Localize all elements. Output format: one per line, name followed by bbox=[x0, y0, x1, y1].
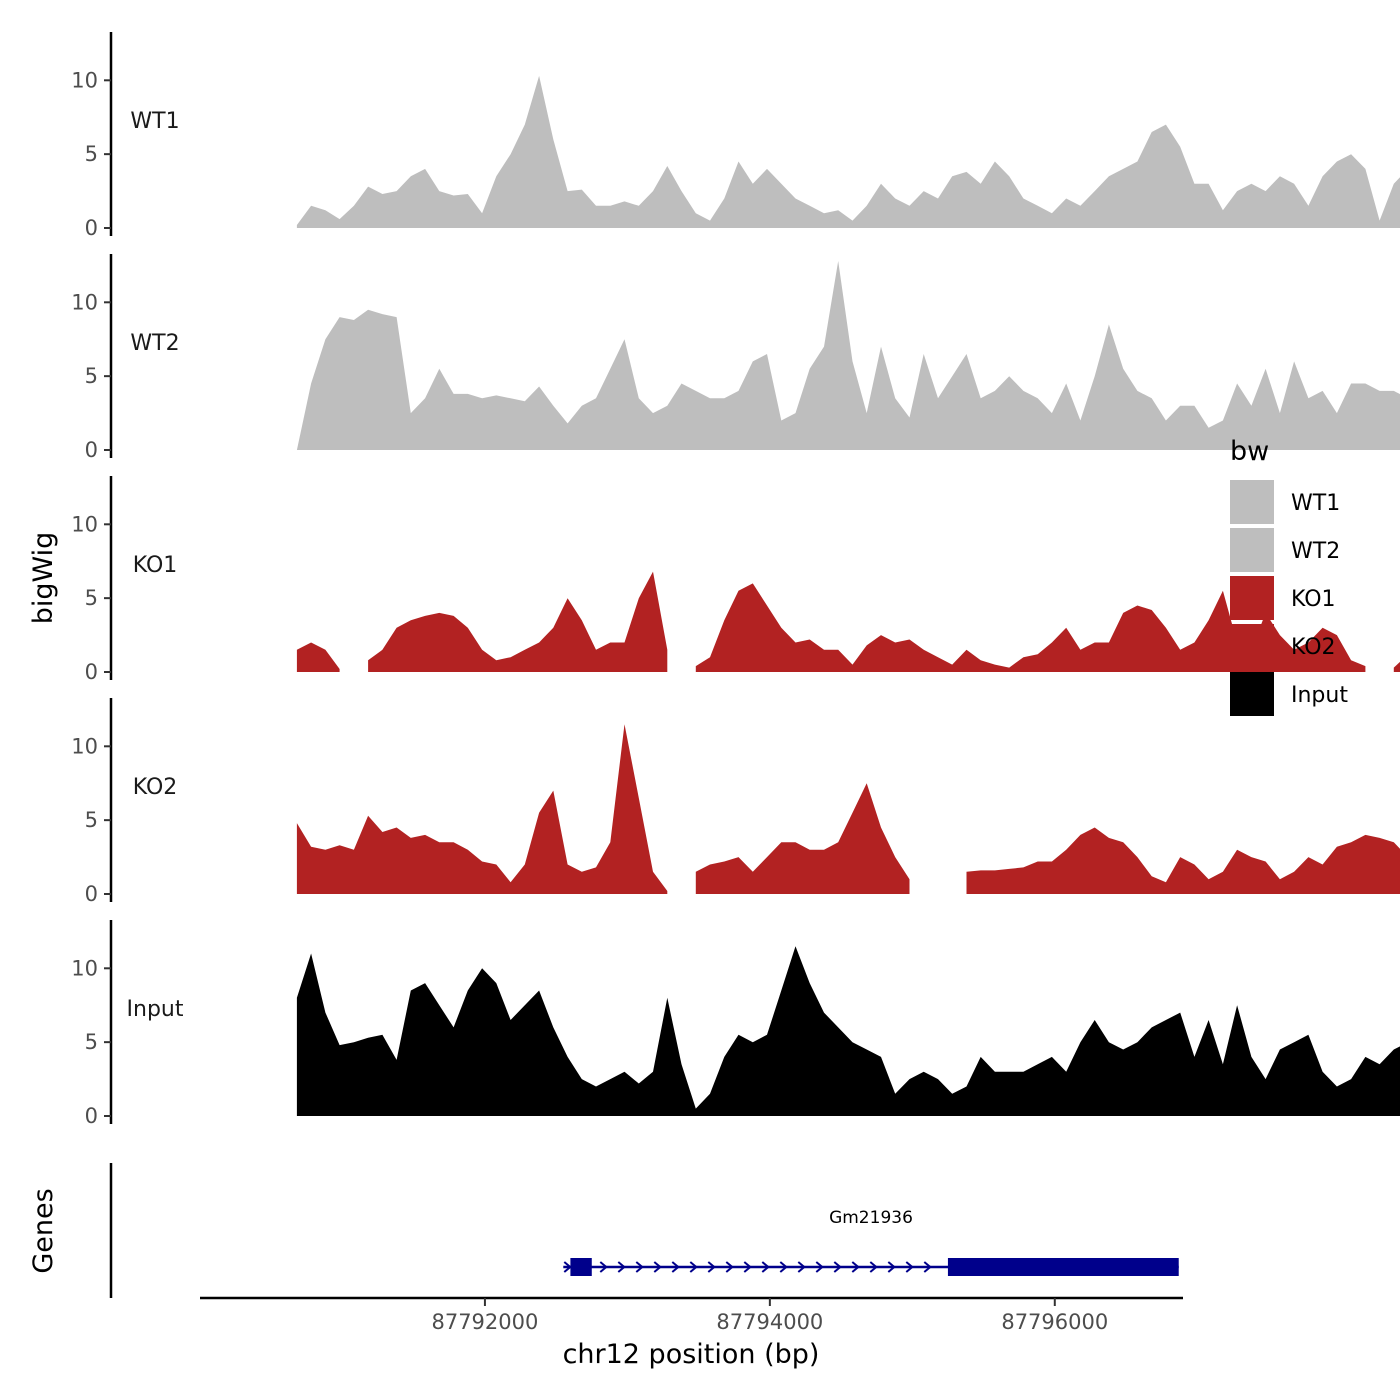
gene-track-title: Genes bbox=[28, 1188, 59, 1273]
y-tick-label: 10 bbox=[71, 956, 98, 980]
area-wt1 bbox=[296, 75, 1400, 228]
y-tick-label: 10 bbox=[71, 512, 98, 536]
strand-arrow bbox=[617, 1261, 626, 1273]
legend-label: KO2 bbox=[1291, 635, 1336, 660]
legend-item-wt2: WT2 bbox=[1230, 528, 1340, 572]
y-tick-label: 5 bbox=[85, 364, 98, 388]
gene-name-label: Gm21936 bbox=[829, 1208, 913, 1228]
x-tick-label: 87792000 bbox=[431, 1310, 538, 1334]
area-ko1 bbox=[296, 642, 340, 672]
y-tick-label: 0 bbox=[85, 660, 98, 684]
strand-arrow bbox=[725, 1261, 734, 1273]
strand-arrow bbox=[743, 1261, 752, 1273]
track-label: WT1 bbox=[130, 109, 179, 134]
strand-arrow bbox=[707, 1261, 716, 1273]
area-ko2 bbox=[695, 783, 910, 894]
x-tick-label: 87796000 bbox=[1001, 1310, 1108, 1334]
legend-swatch bbox=[1230, 576, 1274, 620]
gene-exon bbox=[570, 1258, 592, 1276]
legend-swatch bbox=[1230, 480, 1274, 524]
y-tick-label: 10 bbox=[71, 290, 98, 314]
strand-arrow bbox=[815, 1261, 824, 1273]
y-tick-label: 5 bbox=[85, 1030, 98, 1054]
legend-label: Input bbox=[1291, 683, 1348, 708]
y-tick-label: 5 bbox=[85, 142, 98, 166]
legend-item-input: Input bbox=[1230, 672, 1348, 716]
y-tick-label: 0 bbox=[85, 882, 98, 906]
x-axis-title: chr12 position (bp) bbox=[563, 1339, 820, 1370]
strand-arrow bbox=[905, 1261, 914, 1273]
legend-title: bw bbox=[1230, 436, 1269, 467]
area-ko2 bbox=[966, 827, 1400, 894]
strand-arrow bbox=[599, 1261, 608, 1273]
legend: bw WT1 WT2 KO1 KO2 Input bbox=[1230, 436, 1348, 716]
strand-arrow bbox=[671, 1261, 680, 1273]
area-input bbox=[296, 946, 1400, 1116]
legend-swatch bbox=[1230, 528, 1274, 572]
strand-arrow bbox=[797, 1261, 806, 1273]
strand-arrow bbox=[869, 1261, 878, 1273]
strand-arrow bbox=[779, 1261, 788, 1273]
track-label: KO2 bbox=[133, 775, 178, 800]
strand-arrow bbox=[923, 1261, 932, 1273]
y-tick-label: 5 bbox=[85, 586, 98, 610]
area-ko1 bbox=[1393, 661, 1400, 672]
track-wt1: 0 5 10 WT1 bbox=[71, 32, 1400, 240]
strand-arrow bbox=[851, 1261, 860, 1273]
x-axis: 87792000 87794000 87796000 chr12 position … bbox=[200, 1296, 1183, 1370]
track-label: KO1 bbox=[133, 553, 178, 578]
area-ko2 bbox=[296, 724, 668, 894]
strand-arrow bbox=[635, 1261, 644, 1273]
track-ko1: 0 5 10 KO1 bbox=[71, 476, 1400, 684]
area-wt2 bbox=[296, 261, 1400, 450]
strand-arrow bbox=[563, 1261, 572, 1273]
legend-swatch bbox=[1230, 624, 1274, 668]
legend-label: WT1 bbox=[1291, 491, 1340, 516]
y-tick-label: 0 bbox=[85, 216, 98, 240]
legend-item-ko1: KO1 bbox=[1230, 576, 1336, 620]
legend-label: KO1 bbox=[1291, 587, 1336, 612]
gene-track: Genes Gm21936 bbox=[28, 1163, 1179, 1298]
track-label: Input bbox=[127, 997, 184, 1022]
track-input: 0 5 10 Input bbox=[71, 920, 1400, 1128]
legend-item-ko2: KO2 bbox=[1230, 624, 1336, 668]
gene-exon bbox=[947, 1258, 1179, 1276]
track-label: WT2 bbox=[130, 331, 179, 356]
legend-item-wt1: WT1 bbox=[1230, 480, 1340, 524]
track-wt2: 0 5 10 WT2 bbox=[71, 254, 1400, 462]
strand-arrow bbox=[761, 1261, 770, 1273]
strand-arrow bbox=[653, 1261, 662, 1273]
y-tick-label: 0 bbox=[85, 1104, 98, 1128]
coverage-tracks: 0 5 10 WT1 0 5 10 WT2 0 5 10 KO1 0 5 10 KO2 0 5 10 Input bbox=[71, 32, 1400, 1128]
y-tick-label: 10 bbox=[71, 68, 98, 92]
y-tick-label: 0 bbox=[85, 438, 98, 462]
y-axis-title: bigWig bbox=[28, 532, 59, 625]
legend-label: WT2 bbox=[1291, 539, 1340, 564]
area-ko1 bbox=[368, 571, 668, 672]
legend-swatch bbox=[1230, 672, 1274, 716]
area-ko1 bbox=[695, 583, 1366, 672]
y-tick-label: 10 bbox=[71, 734, 98, 758]
gene-gm21936: Gm21936 bbox=[563, 1208, 1179, 1276]
strand-arrow bbox=[689, 1261, 698, 1273]
x-tick-label: 87794000 bbox=[716, 1310, 823, 1334]
strand-arrow bbox=[887, 1261, 896, 1273]
track-ko2: 0 5 10 KO2 bbox=[71, 698, 1400, 906]
y-tick-label: 5 bbox=[85, 808, 98, 832]
strand-arrow bbox=[833, 1261, 842, 1273]
